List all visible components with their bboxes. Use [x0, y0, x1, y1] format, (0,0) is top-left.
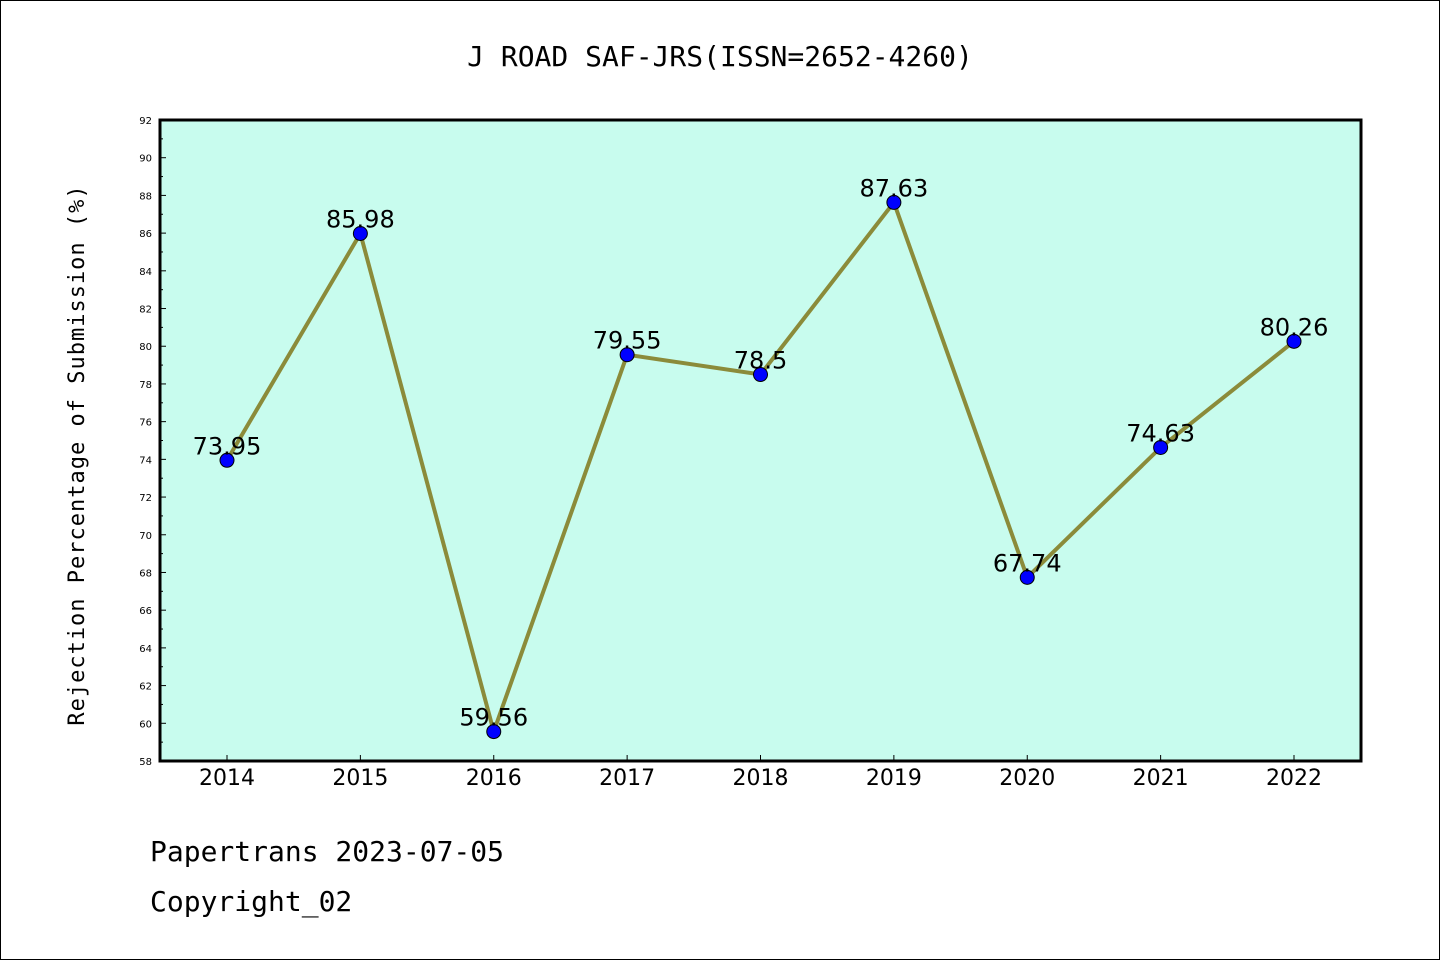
y-tick-label: 58 [139, 757, 152, 768]
x-tick-label: 2018 [733, 766, 789, 791]
data-label: 87.63 [860, 174, 929, 202]
data-label: 78.5 [734, 347, 787, 375]
data-point [753, 367, 768, 383]
y-tick-label: 64 [139, 644, 152, 655]
y-tick-label: 68 [139, 568, 152, 579]
x-tick-label: 2020 [999, 766, 1055, 791]
data-label: 59.56 [459, 704, 528, 732]
chart-title: J ROAD SAF-JRS(ISSN=2652-4260) [467, 40, 973, 73]
y-tick-label: 84 [139, 267, 152, 278]
y-tick-label: 80 [139, 342, 152, 353]
footer-copyright: Copyright_02 [150, 885, 353, 918]
y-tick-label: 74 [139, 455, 152, 466]
y-tick-label: 88 [139, 191, 152, 202]
x-tick-label: 2017 [599, 766, 655, 791]
data-point [886, 194, 902, 210]
data-point [1019, 569, 1035, 585]
y-tick-label: 76 [139, 418, 152, 429]
data-label: 80.26 [1260, 313, 1329, 341]
y-tick-label: 90 [139, 154, 152, 165]
data-labels: 73.95 85.98 59.56 79.55 78.5 87.63 67.74 74.63 8… [193, 174, 1329, 731]
y-tick-label: 66 [139, 606, 152, 617]
data-label: 85.98 [326, 205, 395, 233]
data-point [352, 225, 368, 241]
data-label: 67.74 [993, 549, 1062, 577]
data-point [219, 452, 235, 468]
data-point [619, 347, 635, 363]
data-label: 74.63 [1126, 419, 1195, 447]
y-tick-label: 78 [139, 380, 152, 391]
y-axis-label: Rejection Percentage of Submission (%) [65, 184, 90, 725]
data-label: 79.55 [593, 327, 662, 355]
y-tick-label: 86 [139, 229, 152, 240]
data-point [1153, 439, 1169, 455]
y-tick-label: 92 [139, 116, 152, 127]
x-tick-label: 2016 [466, 766, 522, 791]
x-tick-label: 2015 [332, 766, 388, 791]
data-label: 73.95 [193, 432, 262, 460]
y-tick-label: 82 [139, 305, 152, 316]
x-tick-label: 2021 [1133, 766, 1189, 791]
footer-date: Papertrans 2023-07-05 [150, 835, 505, 868]
data-point [486, 724, 502, 740]
x-tick-label: 2022 [1266, 766, 1322, 791]
series-group [219, 194, 1302, 740]
y-axis-ticks: 58 60 62 64 66 68 70 72 74 76 78 80 82 84 86 88 90 92 [139, 116, 166, 768]
x-tick-label: 2014 [199, 766, 255, 791]
y-tick-label: 60 [139, 719, 152, 730]
data-point [1286, 333, 1302, 349]
x-tick-label: 2019 [866, 766, 922, 791]
y-tick-label: 62 [139, 682, 152, 693]
x-axis-ticks: 2014 2015 2016 2017 2018 2019 2020 2021 2022 [199, 755, 1322, 791]
y-tick-label: 70 [139, 531, 152, 542]
y-tick-label: 72 [139, 493, 152, 504]
